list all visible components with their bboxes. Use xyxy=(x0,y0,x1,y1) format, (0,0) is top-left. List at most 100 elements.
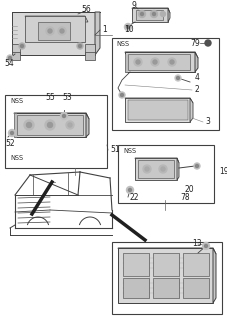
Polygon shape xyxy=(124,52,194,72)
Circle shape xyxy=(124,23,131,30)
Text: 13: 13 xyxy=(191,238,201,247)
Polygon shape xyxy=(182,278,208,298)
Text: 54: 54 xyxy=(4,59,14,68)
Polygon shape xyxy=(127,100,187,120)
Circle shape xyxy=(202,243,209,250)
Polygon shape xyxy=(118,248,215,254)
Circle shape xyxy=(126,26,129,28)
Circle shape xyxy=(138,11,145,18)
Circle shape xyxy=(77,43,83,49)
Polygon shape xyxy=(124,98,189,122)
Circle shape xyxy=(135,60,139,64)
Circle shape xyxy=(176,76,179,79)
Circle shape xyxy=(169,60,173,64)
Circle shape xyxy=(160,167,164,171)
Text: 51: 51 xyxy=(109,146,119,155)
Polygon shape xyxy=(12,12,95,55)
Polygon shape xyxy=(85,44,95,55)
Polygon shape xyxy=(25,16,88,22)
Text: 19: 19 xyxy=(218,167,227,177)
Polygon shape xyxy=(212,248,215,303)
Polygon shape xyxy=(17,115,83,135)
Circle shape xyxy=(62,115,65,117)
Polygon shape xyxy=(131,8,167,22)
Polygon shape xyxy=(95,12,100,55)
Circle shape xyxy=(45,120,55,130)
Circle shape xyxy=(142,165,150,173)
Polygon shape xyxy=(152,253,178,276)
Bar xyxy=(118,145,213,203)
Polygon shape xyxy=(134,158,176,180)
Polygon shape xyxy=(14,113,89,119)
Circle shape xyxy=(8,130,15,137)
Circle shape xyxy=(60,113,67,119)
Polygon shape xyxy=(127,54,189,70)
Polygon shape xyxy=(124,52,197,58)
Text: 10: 10 xyxy=(123,26,133,35)
Text: NSS: NSS xyxy=(116,41,128,47)
Circle shape xyxy=(174,75,180,81)
Polygon shape xyxy=(194,52,197,72)
Circle shape xyxy=(58,27,66,35)
Polygon shape xyxy=(152,278,178,298)
Circle shape xyxy=(160,12,165,17)
Circle shape xyxy=(26,123,31,127)
Polygon shape xyxy=(124,98,192,103)
Polygon shape xyxy=(137,160,173,178)
Circle shape xyxy=(150,11,157,18)
Polygon shape xyxy=(131,8,169,13)
Text: 78: 78 xyxy=(179,194,189,203)
Text: 1: 1 xyxy=(101,26,106,35)
Text: 20: 20 xyxy=(184,186,194,195)
Polygon shape xyxy=(182,253,208,276)
Circle shape xyxy=(66,121,74,129)
Circle shape xyxy=(48,29,52,33)
Circle shape xyxy=(133,58,141,66)
Polygon shape xyxy=(86,113,89,137)
Circle shape xyxy=(8,57,11,60)
Circle shape xyxy=(7,55,13,61)
Circle shape xyxy=(120,93,123,97)
Circle shape xyxy=(150,58,158,66)
Circle shape xyxy=(193,163,199,169)
Circle shape xyxy=(10,132,13,134)
Text: 79: 79 xyxy=(189,39,199,49)
Circle shape xyxy=(144,167,148,171)
Polygon shape xyxy=(189,98,192,122)
Text: 4: 4 xyxy=(194,74,199,83)
Polygon shape xyxy=(14,113,86,137)
Circle shape xyxy=(158,165,166,173)
Circle shape xyxy=(46,27,54,35)
Bar xyxy=(111,242,221,314)
Text: 2: 2 xyxy=(194,85,199,94)
Text: 22: 22 xyxy=(129,194,139,203)
Circle shape xyxy=(68,123,72,127)
Circle shape xyxy=(24,120,34,130)
Polygon shape xyxy=(122,253,148,276)
Bar xyxy=(5,95,106,168)
Text: 53: 53 xyxy=(62,93,72,102)
Text: 3: 3 xyxy=(204,117,209,126)
Polygon shape xyxy=(12,44,20,55)
Polygon shape xyxy=(25,16,85,42)
Polygon shape xyxy=(122,278,148,298)
Circle shape xyxy=(126,187,133,194)
Text: NSS: NSS xyxy=(122,148,136,154)
Circle shape xyxy=(140,12,143,15)
Circle shape xyxy=(152,60,156,64)
Text: 9: 9 xyxy=(131,1,136,10)
Polygon shape xyxy=(176,158,178,180)
Circle shape xyxy=(19,43,25,49)
Circle shape xyxy=(128,188,131,191)
Bar xyxy=(111,38,218,130)
Polygon shape xyxy=(38,22,70,40)
Circle shape xyxy=(195,164,198,167)
Circle shape xyxy=(20,44,23,47)
Polygon shape xyxy=(167,8,169,22)
Circle shape xyxy=(204,244,207,247)
Text: NSS: NSS xyxy=(10,155,23,161)
Text: 52: 52 xyxy=(5,139,15,148)
Polygon shape xyxy=(85,52,95,60)
Circle shape xyxy=(47,123,52,127)
Circle shape xyxy=(152,12,155,15)
